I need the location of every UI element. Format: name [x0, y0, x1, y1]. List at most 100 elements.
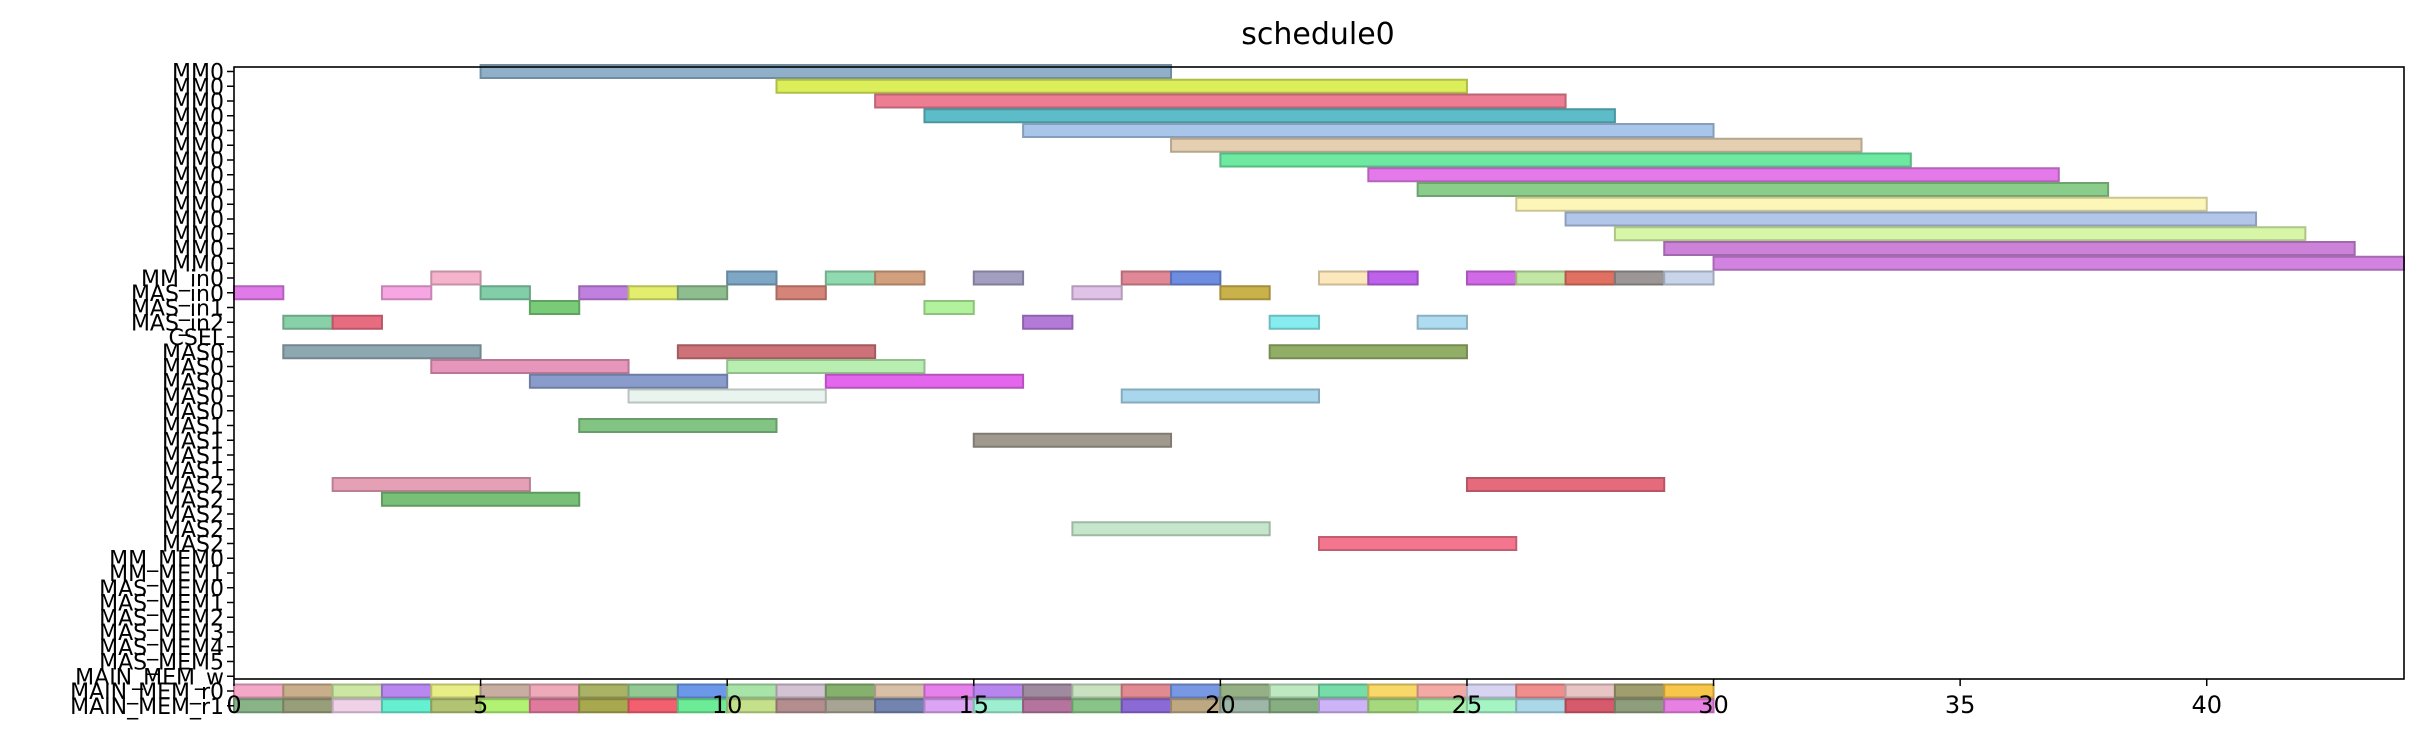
y-tick-label: MAS_MEM1	[99, 592, 224, 617]
y-tick-label: CSEL	[169, 326, 225, 351]
task-bar	[1318, 270, 1370, 286]
task-bar	[1120, 388, 1321, 404]
task-bar	[1071, 285, 1123, 301]
y-tick-label: MM0	[172, 75, 224, 100]
y-tick-label: MAS1	[162, 415, 224, 440]
task-bar	[282, 314, 334, 330]
y-tick-label: MAS1	[162, 429, 224, 454]
task-bar	[528, 300, 581, 315]
main-mem-r1-bar	[1120, 698, 1173, 714]
main-mem-r1-bar	[1663, 698, 1715, 714]
y-tick-label: MAS_MEM4	[99, 636, 224, 661]
main-mem-r0-bar	[824, 683, 877, 699]
y-tick-label: MAS1	[162, 444, 224, 469]
x-axis: 0 5 10 15 20 25 30 35 40	[226, 679, 2222, 719]
y-tick-label: MAIN_MEM_r0	[70, 680, 224, 705]
task-bar	[1022, 314, 1074, 330]
task-bar	[1268, 314, 1320, 330]
y-tick-label: MM0	[172, 105, 224, 130]
main-mem-r0-bar	[1613, 683, 1666, 699]
main-mem-r0-bar	[1663, 683, 1715, 699]
task-bar	[923, 300, 975, 315]
main-mem-r1-bar	[775, 698, 827, 714]
main-mem-r0-bar	[331, 683, 383, 699]
main-mem-r1-bar	[824, 698, 877, 714]
task-bar	[1663, 241, 2356, 256]
x-tick-label: 0	[226, 691, 241, 719]
task-bar	[430, 359, 630, 374]
main-mem-r1-bar	[331, 698, 383, 714]
y-tick-label: MM0	[172, 252, 224, 277]
y-tick-label: MAS_in1	[131, 297, 224, 322]
main-mem-r0-bar	[1071, 683, 1123, 699]
task-bar	[1219, 152, 1912, 168]
task-bar	[578, 418, 778, 433]
y-tick-label: MAS_MEM2	[99, 606, 224, 631]
task-bar	[380, 285, 433, 301]
main-mem-r0-bar	[874, 683, 926, 699]
main-mem-r0-bar	[1120, 683, 1173, 699]
y-tick-label: MM0	[172, 193, 224, 218]
y-tick-label: MAS2	[162, 488, 224, 513]
x-tick-label: 30	[1698, 691, 1729, 719]
task-bar	[1613, 270, 1666, 286]
task-bar	[1367, 270, 1419, 286]
main-mem-r1-bar	[1564, 698, 1616, 714]
task-bar	[1465, 270, 1518, 286]
y-tick-label: MAS_in2	[131, 311, 224, 336]
task-bar	[1515, 196, 2208, 212]
task-bar	[1564, 270, 1616, 286]
main-mem-r0-bar	[1268, 683, 1320, 699]
task-bar	[1022, 123, 1715, 138]
y-tick-label: MAIN_MEM_w	[75, 665, 224, 690]
task-bar	[528, 373, 729, 389]
task-bar	[1318, 536, 1518, 551]
y-tick-label: MM0	[172, 179, 224, 204]
main-mem-r1-bar	[874, 698, 926, 714]
main-mem-r1-bar	[1268, 698, 1320, 714]
y-tick-label: MM0	[172, 208, 224, 233]
x-tick-label: 40	[2191, 691, 2222, 719]
task-bar	[380, 491, 581, 507]
y-tick-label: MM0	[172, 90, 224, 115]
main-mem-r1-bar	[1515, 698, 1567, 714]
y-tick-label: MAS2	[162, 503, 224, 528]
y-tick-label: MAS0	[162, 341, 224, 366]
task-bar	[874, 93, 1567, 109]
x-tick-label: 35	[1945, 691, 1976, 719]
y-tick-label: MM_MEM1	[109, 562, 224, 587]
task-bar	[479, 285, 531, 301]
y-tick-label: MAS2	[162, 533, 224, 558]
chart-title: schedule0	[1241, 17, 1395, 52]
main-mem-r0-bar	[528, 683, 581, 699]
task-bar	[775, 78, 1468, 94]
y-tick-label: MM0	[172, 149, 224, 174]
y-tick-label: MAS0	[162, 400, 224, 425]
task-bar	[972, 432, 1173, 448]
task-bar	[1465, 477, 1666, 492]
x-tick-label: 5	[473, 691, 488, 719]
main-mem-r0-bar	[627, 683, 679, 699]
y-tick-label: MAS0	[162, 385, 224, 410]
main-mem-r1-bar	[578, 698, 630, 714]
task-bar	[775, 285, 827, 301]
y-tick-label: MM0	[172, 223, 224, 248]
task-bar	[726, 270, 778, 286]
task-bar	[233, 285, 285, 301]
y-tick-label: MM0	[172, 61, 224, 86]
main-mem-r0-bar	[1564, 683, 1616, 699]
y-tick-label: MM0	[172, 164, 224, 189]
plot-frame	[233, 66, 2405, 680]
task-bar	[1416, 314, 1468, 330]
main-mem-r0-bar	[380, 683, 433, 699]
task-bar	[430, 270, 482, 286]
bars-layer	[233, 64, 2405, 714]
main-mem-r0-bar	[1022, 683, 1074, 699]
main-mem-r0-bar	[1515, 683, 1567, 699]
task-bar	[331, 477, 531, 492]
y-tick-label: MAS1	[162, 459, 224, 484]
main-mem-r1-bar	[380, 698, 433, 714]
main-mem-r1-bar	[528, 698, 581, 714]
y-tick-label: MAS0	[162, 356, 224, 381]
